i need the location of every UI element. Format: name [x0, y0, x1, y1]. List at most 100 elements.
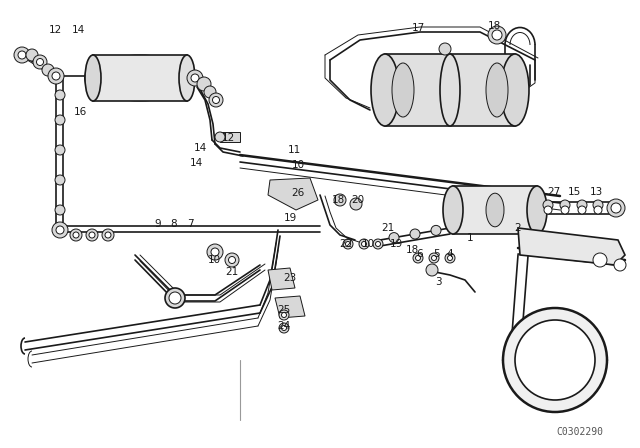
Circle shape	[607, 199, 625, 217]
Circle shape	[614, 259, 626, 271]
Circle shape	[593, 200, 603, 210]
Text: 15: 15	[568, 187, 580, 197]
Circle shape	[413, 253, 423, 263]
Circle shape	[578, 206, 586, 214]
Text: C0302290: C0302290	[557, 427, 604, 437]
Circle shape	[55, 145, 65, 155]
Circle shape	[282, 326, 287, 331]
Ellipse shape	[85, 55, 101, 101]
Ellipse shape	[179, 55, 195, 101]
Circle shape	[26, 49, 38, 61]
Circle shape	[593, 253, 607, 267]
Text: 12: 12	[49, 25, 61, 35]
Text: 20: 20	[351, 195, 365, 205]
Polygon shape	[93, 55, 187, 101]
Text: 1: 1	[467, 233, 474, 243]
Circle shape	[415, 255, 420, 260]
Circle shape	[187, 70, 203, 86]
Circle shape	[350, 198, 362, 210]
Circle shape	[55, 175, 65, 185]
Text: 10: 10	[291, 160, 305, 170]
Circle shape	[225, 253, 239, 267]
Circle shape	[577, 200, 587, 210]
Text: 21: 21	[225, 267, 239, 277]
Polygon shape	[268, 178, 318, 210]
Text: 10: 10	[362, 239, 374, 249]
Circle shape	[36, 59, 44, 65]
Circle shape	[431, 255, 436, 260]
Circle shape	[282, 313, 287, 318]
Circle shape	[228, 257, 236, 263]
Text: 19: 19	[284, 213, 296, 223]
Circle shape	[544, 206, 552, 214]
Polygon shape	[518, 228, 625, 265]
Circle shape	[279, 323, 289, 333]
Circle shape	[429, 253, 439, 263]
Polygon shape	[275, 296, 305, 318]
Polygon shape	[453, 186, 537, 234]
Circle shape	[52, 222, 68, 238]
Circle shape	[488, 26, 506, 44]
Circle shape	[14, 47, 30, 63]
Polygon shape	[268, 268, 295, 290]
Circle shape	[426, 264, 438, 276]
Text: 13: 13	[589, 187, 603, 197]
Circle shape	[105, 232, 111, 238]
Text: 16: 16	[74, 107, 86, 117]
Ellipse shape	[501, 54, 529, 126]
Circle shape	[204, 86, 216, 98]
Text: 14: 14	[72, 25, 84, 35]
Text: 8: 8	[171, 219, 177, 229]
Circle shape	[48, 68, 64, 84]
Circle shape	[191, 74, 199, 82]
Circle shape	[362, 241, 367, 246]
Text: 24: 24	[277, 321, 291, 331]
Text: 22: 22	[339, 239, 353, 249]
Text: 18: 18	[488, 21, 500, 31]
Text: 18: 18	[332, 195, 344, 205]
Circle shape	[55, 90, 65, 100]
Circle shape	[55, 205, 65, 215]
Ellipse shape	[392, 63, 414, 117]
Text: 19: 19	[389, 239, 403, 249]
Text: 14: 14	[189, 158, 203, 168]
Text: 21: 21	[381, 223, 395, 233]
Circle shape	[376, 241, 381, 246]
Circle shape	[515, 320, 595, 400]
Circle shape	[543, 200, 553, 210]
Text: 27: 27	[547, 187, 561, 197]
Ellipse shape	[486, 193, 504, 227]
Circle shape	[73, 232, 79, 238]
Circle shape	[56, 226, 64, 234]
Circle shape	[18, 51, 26, 59]
Circle shape	[207, 244, 223, 260]
Text: 23: 23	[284, 273, 296, 283]
Circle shape	[211, 248, 219, 256]
Circle shape	[212, 96, 220, 103]
Text: 14: 14	[193, 143, 207, 153]
Circle shape	[431, 225, 441, 235]
Text: 11: 11	[287, 145, 301, 155]
Text: 10: 10	[207, 255, 221, 265]
Circle shape	[439, 43, 451, 55]
Circle shape	[560, 200, 570, 210]
Circle shape	[89, 232, 95, 238]
Circle shape	[492, 30, 502, 40]
Circle shape	[165, 288, 185, 308]
Text: 18: 18	[405, 245, 419, 255]
Circle shape	[359, 239, 369, 249]
Ellipse shape	[371, 54, 399, 126]
Circle shape	[86, 229, 98, 241]
Circle shape	[561, 206, 569, 214]
Circle shape	[169, 292, 181, 304]
Circle shape	[209, 93, 223, 107]
Circle shape	[410, 229, 420, 239]
Circle shape	[445, 253, 455, 263]
Ellipse shape	[527, 186, 547, 234]
Circle shape	[594, 206, 602, 214]
Circle shape	[279, 310, 289, 320]
Text: 25: 25	[277, 305, 291, 315]
Circle shape	[447, 255, 452, 260]
Circle shape	[346, 241, 351, 246]
Circle shape	[389, 233, 399, 243]
